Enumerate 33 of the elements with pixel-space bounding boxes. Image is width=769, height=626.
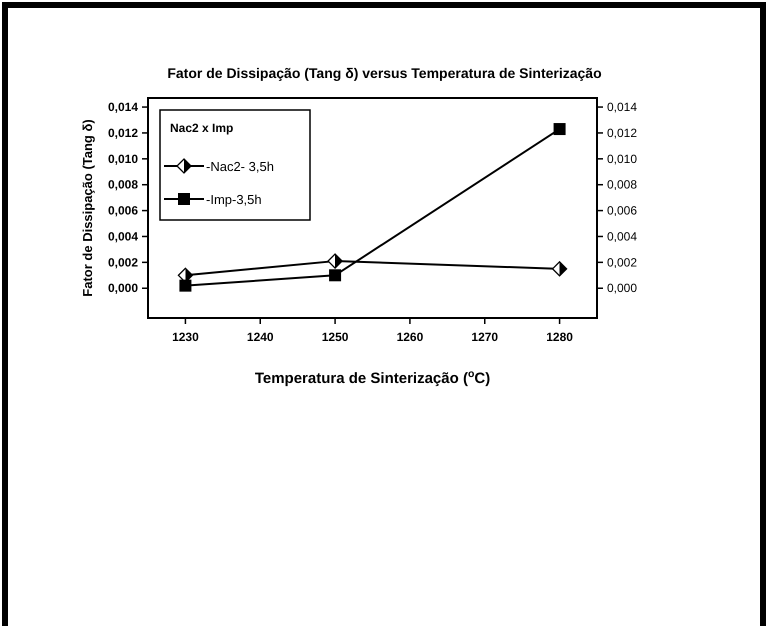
y-tick-label: 0,014 — [108, 100, 138, 114]
y-tick-label: 0,004 — [108, 229, 138, 244]
point — [554, 123, 566, 136]
y2-tick-label: 0,006 — [607, 204, 638, 218]
y-tick-label: 0,000 — [108, 281, 138, 296]
x-tick-label: 1260 — [396, 330, 424, 344]
legend-label: -Imp-3,5h — [206, 192, 262, 207]
x-tick-label: 1240 — [246, 330, 274, 344]
y-tick-label: 0,002 — [108, 255, 138, 270]
y-tick-label: 0,012 — [108, 126, 138, 140]
y2-tick-label: 0,014 — [607, 100, 638, 114]
y-tick-label: 0,010 — [108, 152, 138, 166]
y2-tick-label: 0,008 — [607, 178, 638, 192]
y-axis-title: Fator de Dissipação (Tang δ) — [80, 119, 95, 297]
legend-title: Nac2 x Imp — [170, 121, 234, 135]
point — [179, 280, 192, 292]
y2-tick-label: 0,004 — [607, 229, 638, 244]
y-tick-label: 0,008 — [108, 178, 138, 192]
point — [329, 269, 342, 282]
point — [327, 253, 343, 269]
y-tick-label: 0,006 — [108, 204, 138, 218]
x-tick-label: 1250 — [322, 330, 349, 344]
chart-title: Fator de Dissipação (Tang δ) versus Temperatura de Sinterização — [167, 65, 602, 81]
point — [552, 261, 568, 276]
x-axis-title: Temperatura de Sinterização ($^{o}$C) — [254, 368, 490, 387]
y2-tick-label: 0,012 — [607, 126, 638, 140]
x-tick-label: 1280 — [546, 330, 574, 344]
y2-tick-label: 0,000 — [607, 281, 638, 296]
x-tick-label: 1270 — [471, 330, 498, 344]
legend-label: -Nac2- 3,5h — [206, 159, 274, 174]
y2-tick-label: 0,010 — [607, 152, 638, 166]
y2-tick-label: 0,002 — [607, 255, 638, 270]
x-tick-label: 1230 — [172, 330, 200, 344]
